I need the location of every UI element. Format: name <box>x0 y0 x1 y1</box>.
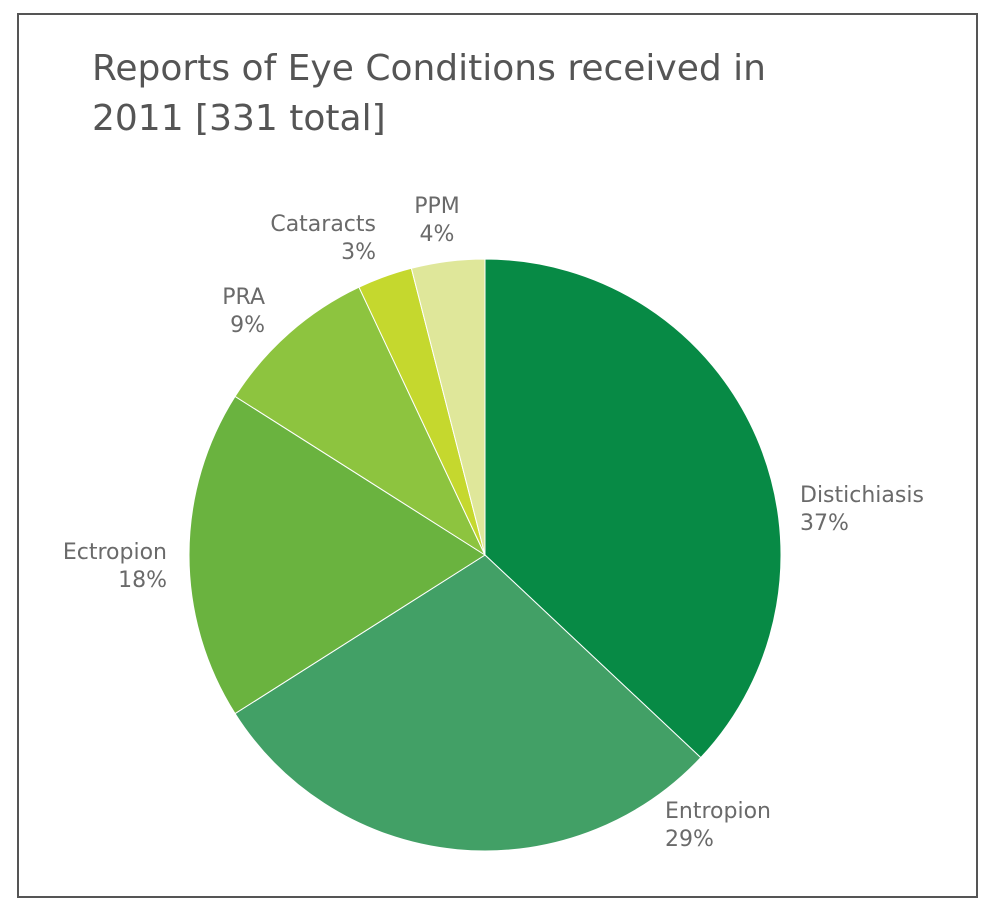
pie-slice <box>188 395 486 715</box>
slice-value-label: 9% <box>230 313 265 338</box>
pie-slice <box>410 258 486 556</box>
slice-label: Entropion <box>665 799 771 824</box>
slice-value-label: 29% <box>665 827 714 852</box>
slice-label: Cataracts <box>270 212 376 237</box>
slice-label: PPM <box>414 194 460 219</box>
pie-slice <box>484 258 782 759</box>
slice-value-label: 18% <box>118 568 167 593</box>
frame <box>17 13 978 898</box>
slice-label: PRA <box>222 285 265 310</box>
pie-slice <box>234 286 487 557</box>
slice-value-label: 3% <box>341 240 376 265</box>
slice-label: Distichiasis <box>800 483 924 508</box>
pie-slice <box>234 554 702 852</box>
slice-value-label: 4% <box>420 222 455 247</box>
chart-title: Reports of Eye Conditions received in 20… <box>92 48 766 139</box>
slice-value-label: 37% <box>800 511 849 536</box>
slice-label: Ectropion <box>63 540 167 565</box>
